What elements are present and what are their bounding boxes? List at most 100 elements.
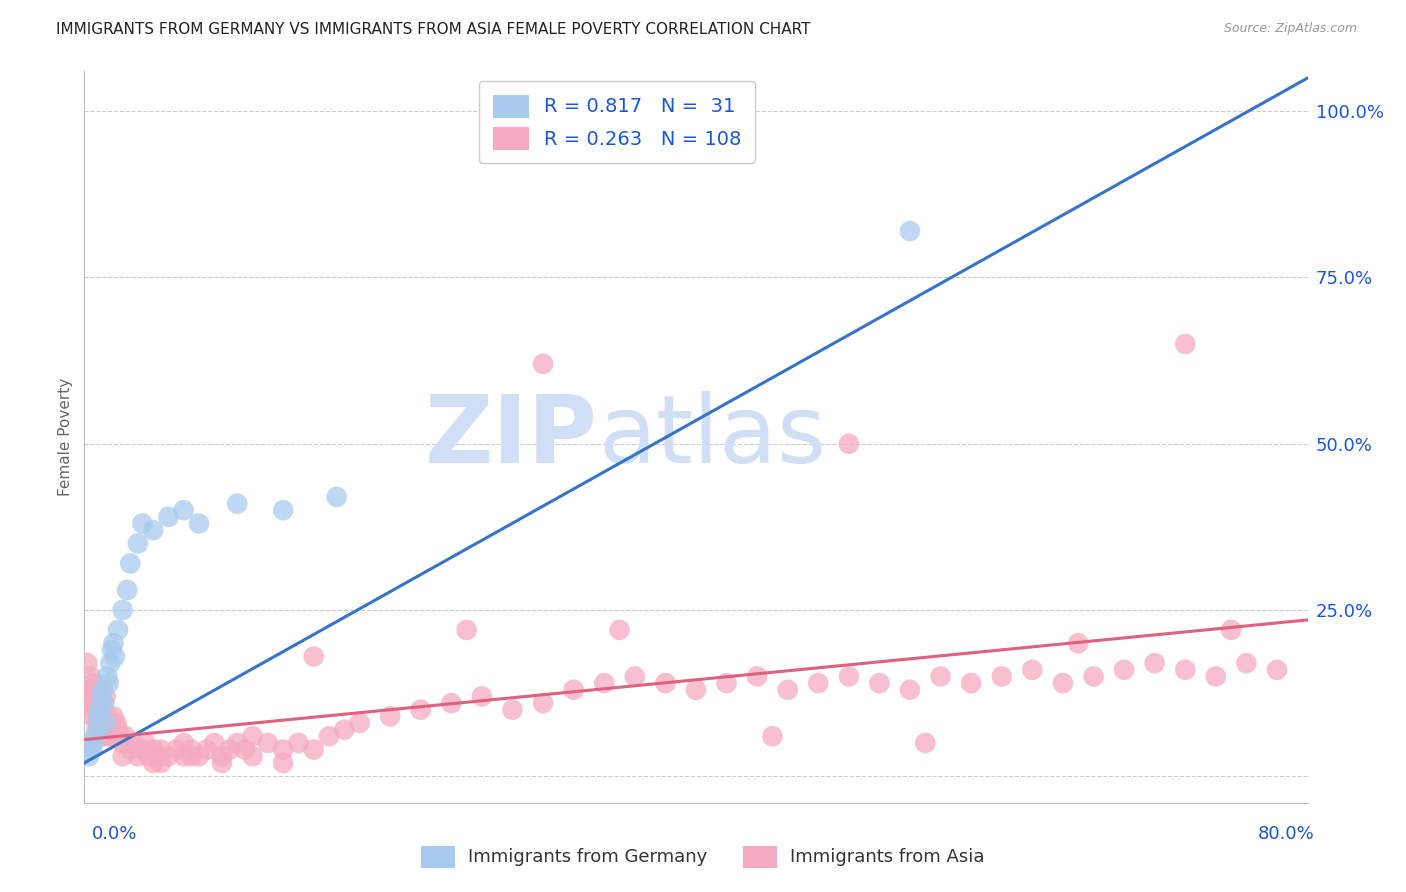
Point (83, 736, 105, 750)
Point (142, 756, 165, 770)
Point (188, 749, 211, 764)
Point (1083, 669, 1105, 683)
Point (76, 656, 98, 670)
Point (991, 669, 1014, 683)
Point (349, 716, 371, 731)
Point (86, 716, 108, 731)
Point (86, 696, 108, 710)
Point (898, 224, 921, 238)
Point (84, 729, 107, 743)
Point (77, 682, 100, 697)
Point (471, 690, 494, 704)
Point (105, 716, 128, 731)
Point (271, 742, 294, 756)
Point (103, 636, 125, 650)
Point (157, 509, 180, 524)
Point (654, 676, 676, 690)
Point (131, 742, 153, 756)
Text: IMMIGRANTS FROM GERMANY VS IMMIGRANTS FROM ASIA FEMALE POVERTY CORRELATION CHART: IMMIGRANTS FROM GERMANY VS IMMIGRANTS FR… (56, 22, 811, 37)
Text: Source: ZipAtlas.com: Source: ZipAtlas.com (1223, 22, 1357, 36)
Point (84, 703, 107, 717)
Point (91, 696, 114, 710)
Point (173, 749, 195, 764)
Point (747, 669, 769, 683)
Point (111, 603, 134, 617)
Point (761, 729, 783, 743)
Point (89, 703, 111, 717)
Point (90, 690, 112, 704)
Point (287, 736, 309, 750)
Point (609, 623, 631, 637)
Point (120, 742, 142, 756)
Point (149, 756, 172, 770)
Point (135, 736, 157, 750)
Point (960, 676, 983, 690)
Point (211, 756, 233, 770)
Y-axis label: Female Poverty: Female Poverty (58, 378, 73, 496)
Point (96, 669, 118, 683)
Legend: Immigrants from Germany, Immigrants from Asia: Immigrants from Germany, Immigrants from… (413, 838, 993, 874)
Point (325, 490, 347, 504)
Point (807, 676, 830, 690)
Point (624, 669, 647, 683)
Point (97, 729, 120, 743)
Text: 80.0%: 80.0% (1258, 825, 1315, 843)
Point (1143, 656, 1166, 670)
Point (180, 749, 202, 764)
Point (142, 742, 165, 756)
Point (776, 682, 799, 697)
Point (195, 742, 218, 756)
Point (173, 736, 195, 750)
Point (79, 696, 101, 710)
Point (104, 649, 127, 664)
Point (94, 690, 117, 704)
Point (302, 649, 325, 664)
Point (838, 669, 860, 683)
Point (94, 716, 117, 731)
Point (914, 736, 936, 750)
Point (869, 676, 891, 690)
Point (898, 682, 921, 697)
Point (84, 682, 107, 697)
Point (127, 536, 149, 550)
Point (1174, 337, 1197, 351)
Point (89, 703, 111, 717)
Point (157, 749, 180, 764)
Point (107, 623, 129, 637)
Point (98, 656, 121, 670)
Point (242, 729, 264, 743)
Point (142, 523, 165, 537)
Point (127, 749, 149, 764)
Point (271, 756, 294, 770)
Point (87, 709, 110, 723)
Point (318, 729, 340, 743)
Point (94, 716, 117, 731)
Point (101, 723, 124, 737)
Point (531, 357, 554, 371)
Point (80, 709, 103, 723)
Point (929, 669, 952, 683)
Point (83, 676, 105, 690)
Point (87, 723, 110, 737)
Point (104, 729, 127, 743)
Text: 0.0%: 0.0% (91, 825, 136, 843)
Point (89, 716, 111, 731)
Point (115, 582, 138, 597)
Point (380, 709, 402, 723)
Legend: R = 0.817   N =  31, R = 0.263   N = 108: R = 0.817 N = 31, R = 0.263 N = 108 (479, 81, 755, 163)
Point (91, 682, 114, 697)
Point (1067, 636, 1090, 650)
Text: atlas: atlas (598, 391, 827, 483)
Point (101, 643, 124, 657)
Point (1052, 676, 1074, 690)
Point (1220, 623, 1243, 637)
Point (202, 736, 225, 750)
Point (409, 703, 432, 717)
Point (96, 723, 118, 737)
Point (131, 516, 153, 531)
Point (716, 676, 738, 690)
Point (271, 503, 294, 517)
Point (77, 749, 100, 764)
Point (122, 736, 145, 750)
Point (103, 709, 125, 723)
